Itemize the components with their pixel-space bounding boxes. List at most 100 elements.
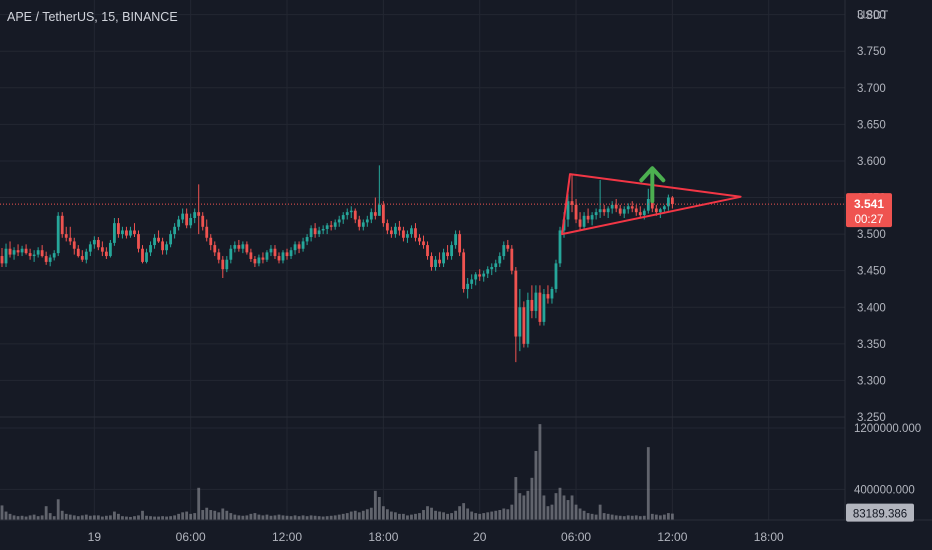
- price-axis-unit: USDT: [857, 10, 888, 22]
- candle-body: [273, 248, 277, 257]
- volume-bar: [153, 516, 156, 520]
- volume-bar: [349, 511, 353, 520]
- price-tick-label: 3.300: [857, 375, 886, 387]
- drawings[interactable]: [0, 166, 845, 236]
- volume-bar: [329, 515, 333, 520]
- volume-bar: [92, 515, 96, 520]
- candle-body: [245, 244, 249, 253]
- candle-body: [177, 219, 181, 227]
- time-tick-label: 06:00: [176, 530, 206, 544]
- volume-tick-label: 1200000.000: [854, 423, 921, 435]
- volume-bar: [514, 477, 518, 520]
- volume-bar: [321, 516, 325, 520]
- candle-body: [650, 198, 654, 209]
- candle-body: [52, 253, 56, 258]
- candle-body: [8, 248, 12, 255]
- volume-bar: [157, 516, 160, 520]
- volume-bar: [594, 514, 598, 520]
- candle-body: [289, 250, 293, 257]
- volume-bar: [217, 512, 221, 520]
- triangle-pattern[interactable]: [561, 173, 742, 236]
- volume-bar: [96, 515, 100, 520]
- candle-body: [80, 256, 84, 260]
- candle-body: [618, 208, 622, 214]
- volume-bar: [84, 514, 88, 520]
- volume-bar: [173, 515, 177, 520]
- volume-bar: [422, 510, 425, 520]
- candle-body: [325, 225, 329, 229]
- volume-bar: [534, 450, 538, 520]
- candle-body: [353, 210, 357, 220]
- volume-bar: [522, 495, 526, 520]
- candle-body: [590, 215, 594, 220]
- volume-bar: [269, 515, 273, 520]
- volume-bar: [442, 512, 445, 520]
- volume-bar: [373, 490, 377, 520]
- candle-body: [446, 252, 449, 257]
- candle-body: [530, 299, 534, 311]
- candle-body: [161, 241, 164, 251]
- candle-body: [241, 244, 245, 249]
- candle-body: [658, 209, 662, 213]
- volume-bar: [12, 515, 16, 520]
- candle-body: [402, 230, 405, 238]
- candle-body: [385, 223, 389, 231]
- candle-body: [221, 259, 225, 270]
- candle-body: [614, 204, 618, 209]
- volume-bar: [486, 512, 490, 520]
- candle-body: [108, 242, 112, 257]
- price-tick-label: 3.250: [857, 412, 886, 424]
- candle-body: [317, 230, 321, 235]
- candle-body: [434, 259, 437, 268]
- candle-body: [56, 215, 60, 254]
- candle-body: [229, 248, 233, 260]
- axes[interactable]: 3.8003.7503.7003.6503.6003.5503.5003.450…: [88, 10, 922, 544]
- volume-bar: [365, 509, 369, 520]
- volume-bar: [133, 516, 136, 520]
- candle-body: [173, 226, 177, 235]
- time-tick-label: 19: [88, 530, 102, 544]
- candle-body: [36, 250, 40, 255]
- volume-bar: [566, 500, 570, 520]
- volume-bar: [638, 516, 642, 520]
- volume-bar: [438, 511, 441, 520]
- candle-body: [48, 257, 52, 262]
- price-tick-label: 3.350: [857, 339, 886, 351]
- volume-bar: [72, 515, 76, 520]
- candle-body: [478, 274, 482, 277]
- candle-body: [642, 210, 646, 216]
- candle-body: [100, 247, 104, 252]
- candle-body: [277, 256, 281, 261]
- chart-title: APE / TetherUS, 15, BINANCE: [7, 10, 178, 24]
- candle-body: [321, 228, 325, 231]
- volume-bar: [526, 490, 530, 520]
- volume-bar: [104, 515, 108, 520]
- volume-bar: [229, 513, 233, 520]
- candle-body: [125, 230, 128, 236]
- volume-bar: [88, 515, 92, 520]
- candle-body: [297, 244, 301, 249]
- candle-body: [12, 250, 16, 255]
- volume-bar: [478, 513, 482, 520]
- up-arrow-head[interactable]: [639, 166, 666, 183]
- candle-body: [72, 241, 76, 249]
- volume-bar: [542, 495, 546, 520]
- candle-body: [60, 215, 64, 235]
- volume-bar: [634, 515, 638, 520]
- candle-body: [422, 241, 425, 246]
- volume-bar: [470, 511, 474, 520]
- candle-body: [217, 252, 221, 260]
- candle-body: [498, 256, 502, 264]
- volume-bar: [245, 515, 249, 520]
- volume-bar: [546, 506, 550, 520]
- candle-body: [369, 212, 373, 220]
- price-tick-label: 3.800: [857, 10, 886, 22]
- volume-bar: [418, 513, 421, 520]
- volume-bar: [108, 515, 112, 520]
- volume-bar: [410, 514, 413, 520]
- price-tick-label: 3.750: [857, 46, 886, 58]
- volume-bar: [113, 511, 116, 520]
